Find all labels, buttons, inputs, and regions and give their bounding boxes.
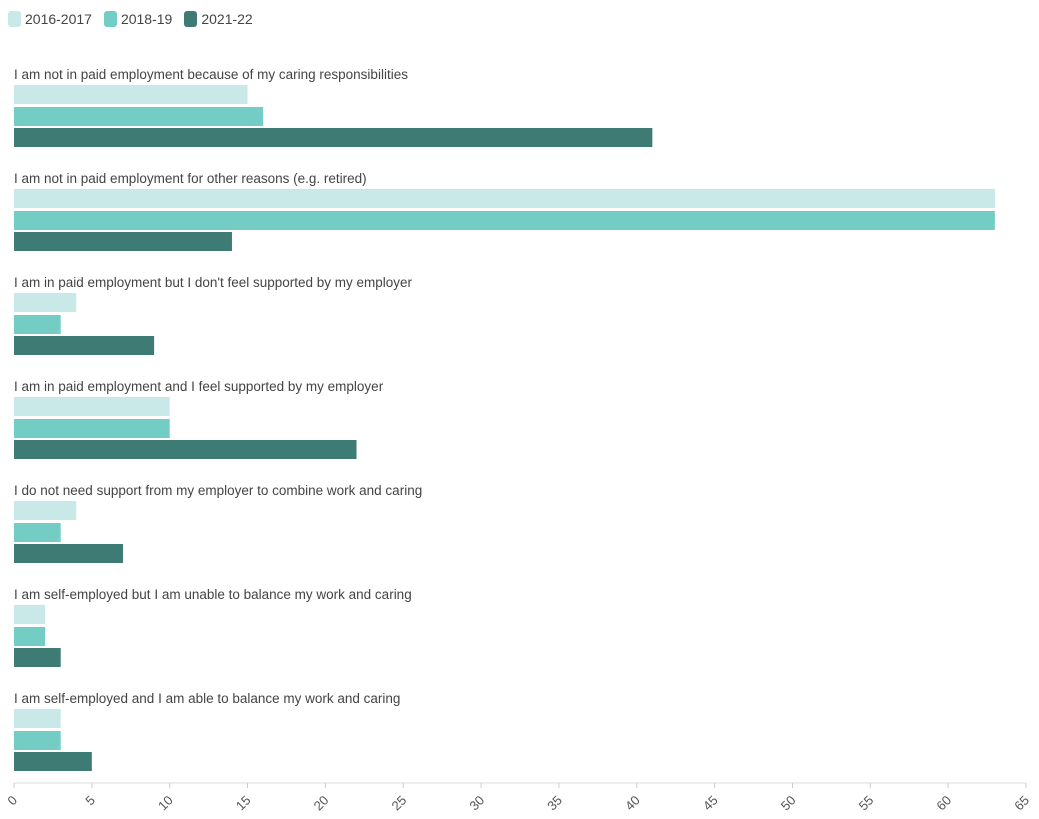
legend-label: 2018-19 [120,11,173,27]
bar-2021-22[interactable] [14,232,232,251]
bar-2021-22[interactable] [14,440,357,459]
x-tick-label: 20 [311,793,332,814]
category-label: I am self-employed but I am unable to ba… [14,587,412,602]
legend-item[interactable]: 2016-2017 [8,11,92,27]
bar-2016-2017[interactable] [14,85,248,104]
category-label: I am not in paid employment for other re… [14,171,367,186]
x-tick-label: 25 [389,793,410,814]
category-label: I am not in paid employment because of m… [14,67,408,82]
bar-2016-2017[interactable] [14,605,46,624]
bar-2016-2017[interactable] [14,501,77,520]
x-tick-label: 65 [1011,793,1032,814]
bar-2016-2017[interactable] [14,189,995,208]
category-label: I do not need support from my employer t… [14,483,422,498]
category-label: I am in paid employment but I don't feel… [14,275,413,290]
x-tick-label: 35 [544,793,565,814]
bar-2016-2017[interactable] [14,397,170,416]
bar-2018-19[interactable] [14,211,995,230]
legend-label: 2021-22 [201,11,253,27]
bar-2018-19[interactable] [14,107,264,126]
x-tick-label: 45 [700,793,721,814]
bar-2018-19[interactable] [14,731,61,750]
legend-item[interactable]: 2021-22 [184,11,253,27]
bar-2021-22[interactable] [14,648,61,667]
bar-2021-22[interactable] [14,544,123,563]
bar-2021-22[interactable] [14,128,653,147]
bar-2018-19[interactable] [14,523,61,542]
legend: 2016-2017 2018-19 2021-22 [8,9,253,29]
bar-2016-2017[interactable] [14,293,77,312]
x-tick-label: 55 [856,793,877,814]
bar-2018-19[interactable] [14,627,46,646]
bar-2018-19[interactable] [14,315,61,334]
legend-item[interactable]: 2018-19 [103,11,173,27]
x-tick-label: 5 [82,793,98,809]
x-tick-label: 60 [933,793,954,814]
category-label: I am self-employed and I am able to bala… [14,691,400,706]
category-label: I am in paid employment and I feel suppo… [14,379,384,394]
bar-2021-22[interactable] [14,752,92,771]
bar-2021-22[interactable] [14,336,155,355]
legend-swatch [103,11,117,27]
x-tick-label: 40 [622,793,643,814]
bar-2016-2017[interactable] [14,709,61,728]
x-tick-label: 10 [155,793,176,814]
legend-label: 2016-2017 [25,11,92,27]
bar-2018-19[interactable] [14,419,170,438]
legend-swatch [184,11,198,27]
x-tick-label: 30 [466,793,487,814]
x-tick-label: 15 [233,793,254,814]
legend-swatch [8,11,21,27]
x-tick-label: 0 [4,793,20,809]
x-tick-label: 50 [778,793,799,814]
